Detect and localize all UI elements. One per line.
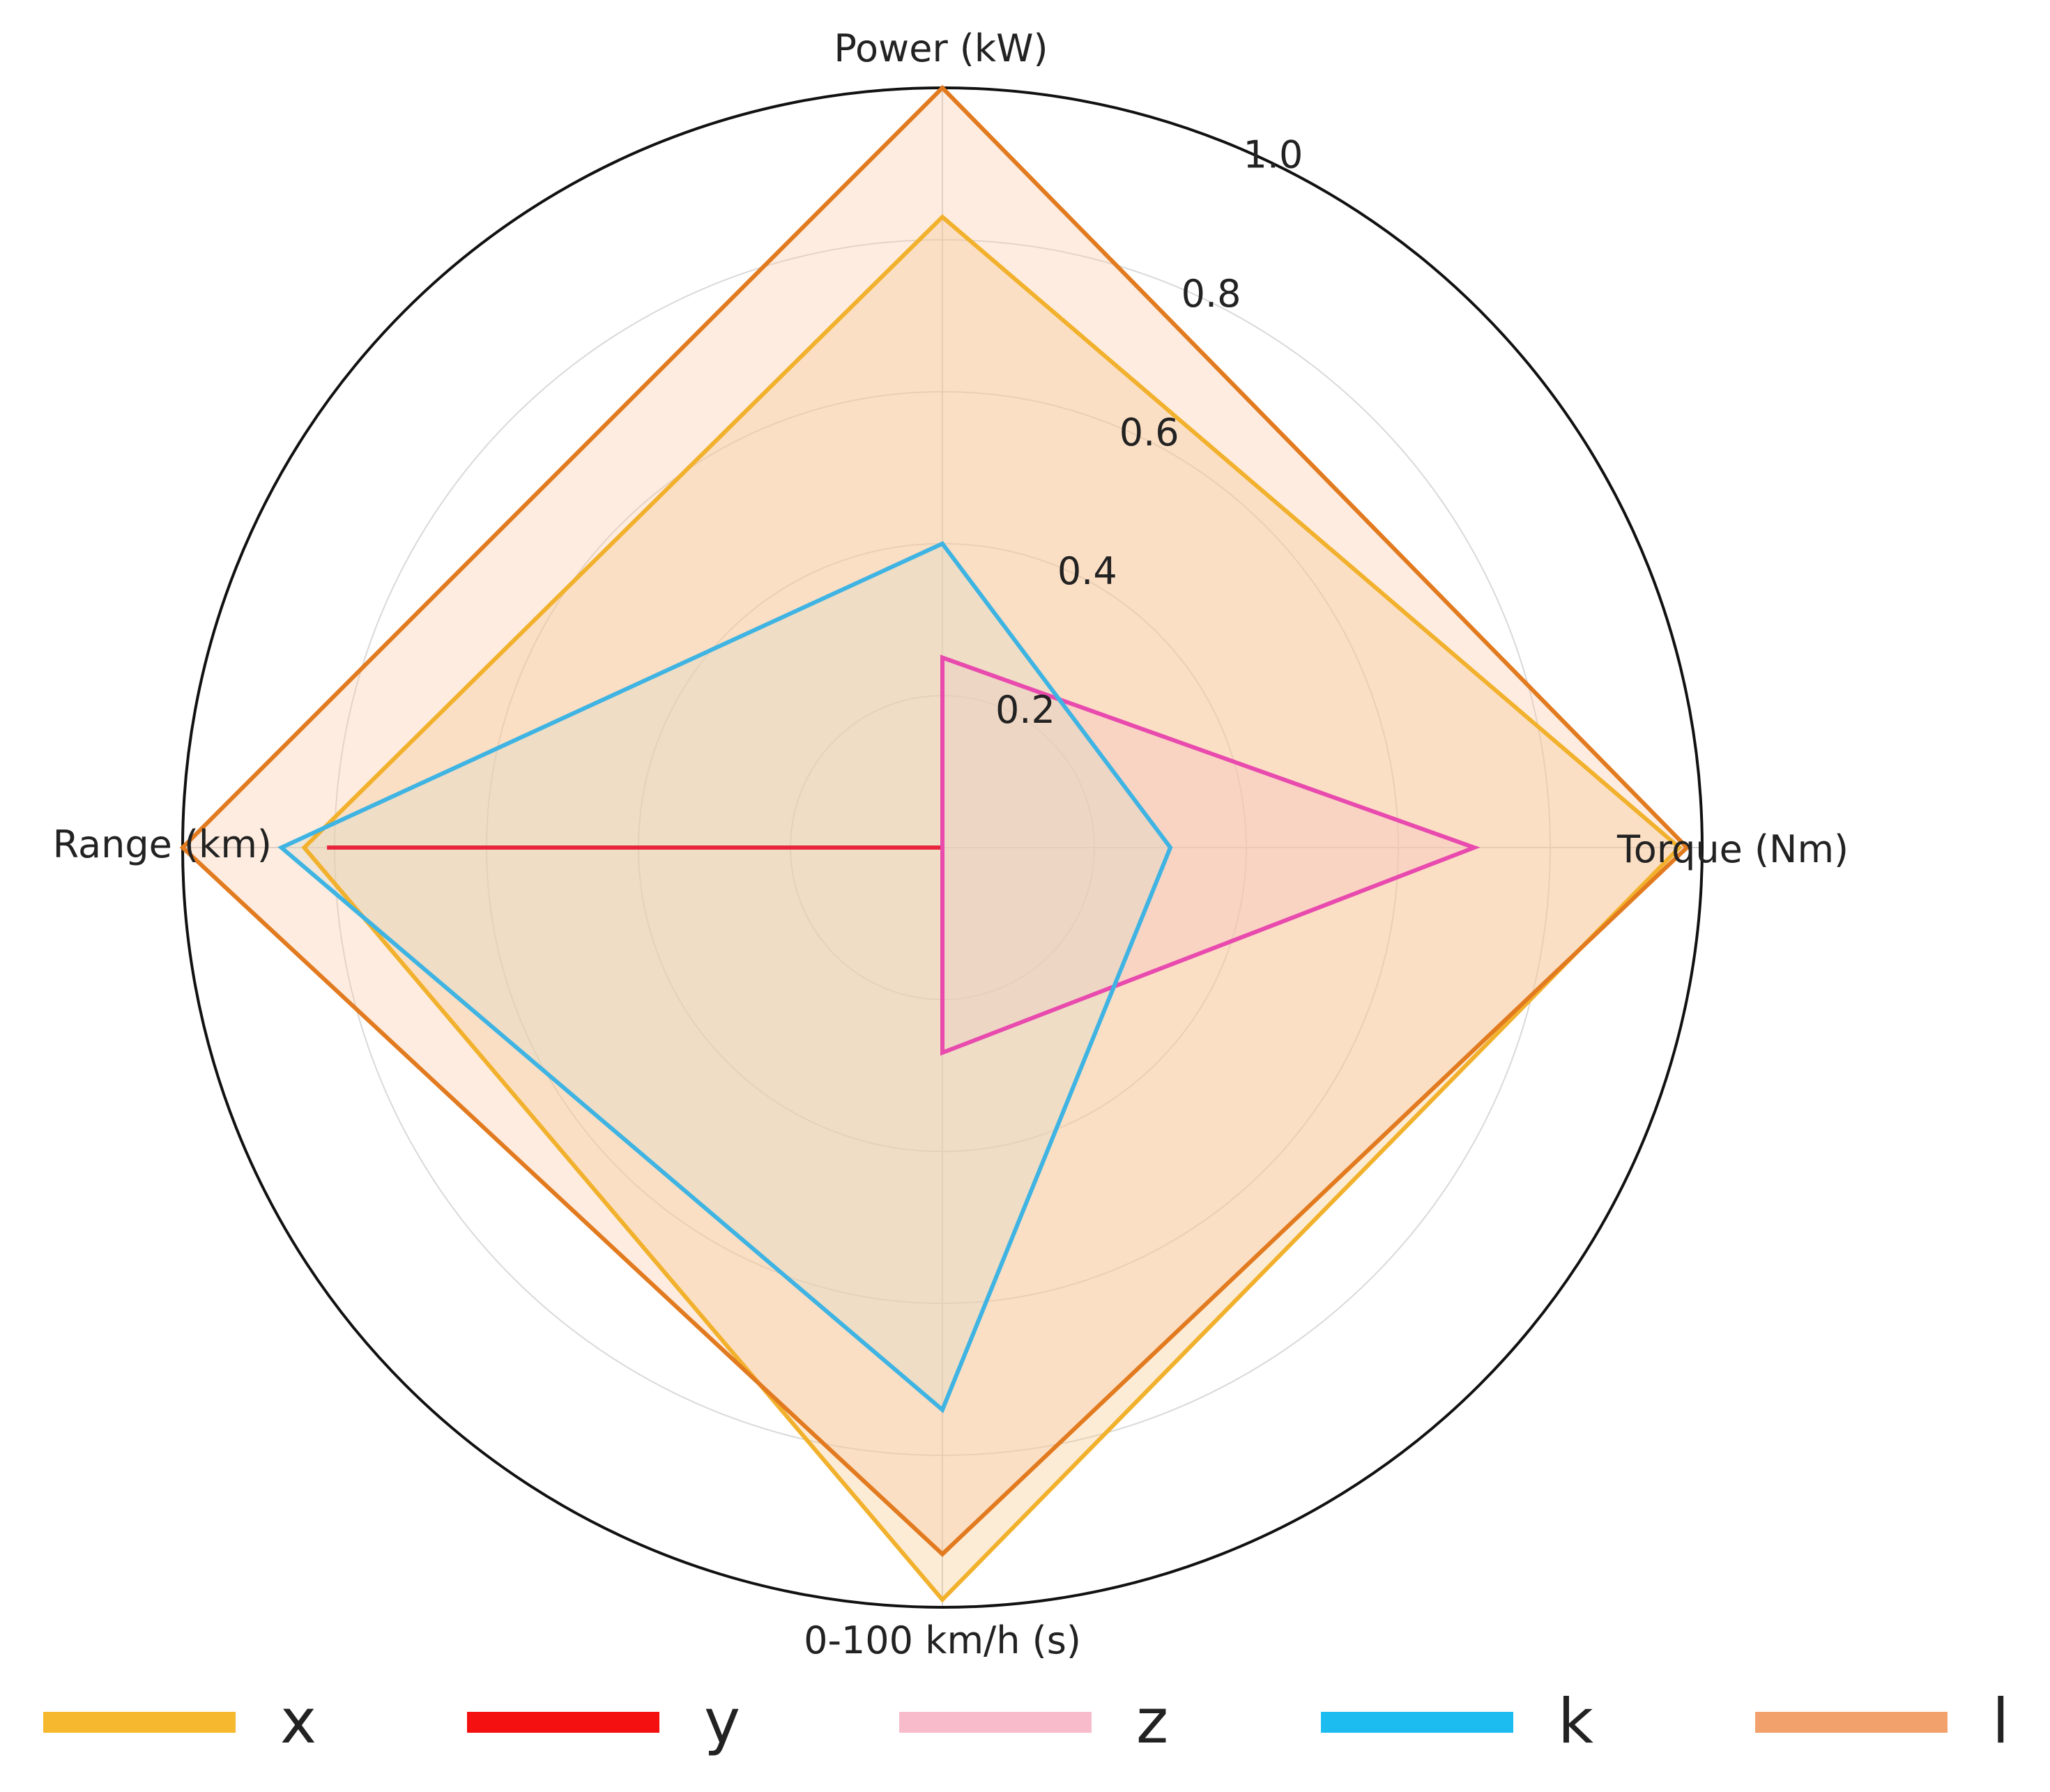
series-line-k	[277, 541, 1173, 1414]
radial-tick-1.0: 1.0	[1244, 133, 1303, 177]
legend-label-l: l	[1992, 1685, 2009, 1757]
chart-labels: Power (kW) Torque (Nm) 0-100 km/h (s) Ra…	[53, 26, 1849, 1662]
series-area-x	[304, 217, 1680, 1600]
radial-tick-0.4: 0.4	[1057, 549, 1117, 593]
legend-label-x: x	[280, 1685, 316, 1757]
legend-swatch-x	[43, 1712, 236, 1733]
series-area-l	[183, 88, 1688, 1554]
series-line-x	[301, 214, 1683, 1603]
radial-tick-labels: 0.2 0.4 0.6 0.8 1.0	[995, 133, 1303, 732]
axis-label-0-100: 0-100 km/h (s)	[804, 1618, 1081, 1662]
series-line-z	[940, 654, 1481, 1056]
legend-swatch-y	[467, 1712, 659, 1733]
series-area-z	[942, 657, 1474, 1053]
radial-tick-0.2: 0.2	[995, 688, 1055, 732]
legend-swatch-z	[899, 1712, 1092, 1733]
legend-label-y: y	[704, 1685, 740, 1757]
radial-tick-0.8: 0.8	[1181, 272, 1241, 316]
series-area-k	[281, 544, 1171, 1410]
series-lines	[179, 84, 1690, 1603]
legend-label-k: k	[1558, 1685, 1593, 1757]
legend-label-z: z	[1136, 1685, 1168, 1757]
axis-label-torque: Torque (Nm)	[1616, 827, 1849, 871]
series-line-l	[179, 84, 1690, 1557]
legend-swatch-k	[1321, 1712, 1513, 1733]
radial-tick-0.6: 0.6	[1119, 411, 1179, 454]
axis-label-range: Range (km)	[53, 822, 272, 866]
axis-label-power: Power (kW)	[834, 26, 1048, 70]
series-areas	[183, 88, 1688, 1600]
legend-swatch-l	[1755, 1712, 1948, 1733]
